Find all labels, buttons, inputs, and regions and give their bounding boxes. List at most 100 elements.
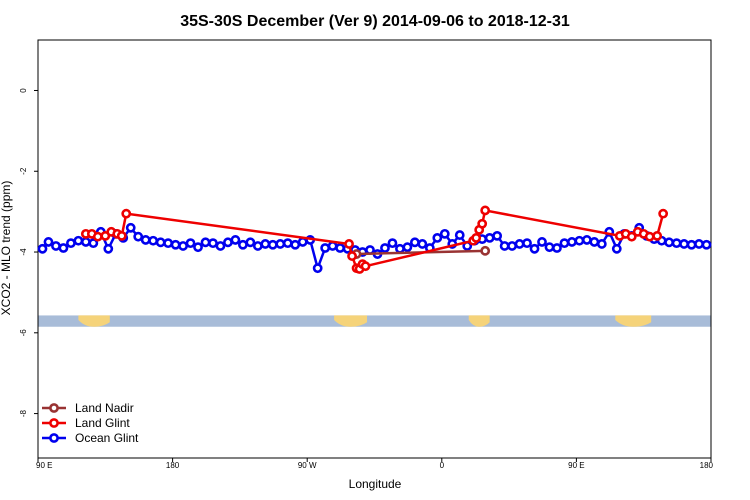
legend-swatch-marker (49, 433, 59, 443)
data-point (185, 238, 196, 249)
y-tick-label: -8 (19, 409, 28, 417)
data-point (417, 239, 428, 249)
data-point (589, 237, 600, 247)
data-point (297, 237, 308, 247)
data-point (252, 241, 263, 251)
y-tick-label: -4 (19, 248, 28, 256)
land-segment (615, 315, 652, 327)
data-point (484, 232, 495, 243)
data-point (125, 222, 136, 233)
data-point (477, 218, 488, 229)
data-point (347, 251, 357, 261)
data-point (574, 235, 585, 246)
series-layer (37, 205, 712, 274)
data-point (552, 243, 562, 253)
axis-ticks: 90 E 180 90 W 0 90 E 180 0 -2 -4 -6 -8 (19, 88, 714, 470)
data-point (671, 238, 682, 249)
data-point (73, 235, 84, 246)
data-point (58, 243, 69, 253)
legend-label: Land Nadir (75, 401, 134, 415)
x-tick-label: 180 (166, 461, 180, 470)
data-point (116, 230, 127, 241)
data-point (344, 239, 354, 249)
data-point (88, 238, 99, 249)
data-point (581, 235, 592, 245)
data-point (471, 232, 482, 243)
data-point (559, 238, 570, 249)
data-point (658, 208, 669, 219)
data-point (380, 243, 390, 253)
data-point (200, 237, 211, 248)
legend-item: Land Glint (42, 416, 130, 430)
data-point (178, 241, 188, 251)
data-point (170, 239, 181, 250)
data-point (537, 237, 547, 247)
data-point (148, 235, 159, 246)
y-tick-label: -2 (19, 167, 28, 175)
data-point (439, 228, 450, 239)
data-point (701, 239, 712, 250)
y-tick-label: -6 (19, 329, 28, 337)
data-point (694, 239, 704, 249)
series-land-glint (80, 205, 669, 274)
data-point (395, 243, 405, 254)
data-point (626, 231, 637, 242)
data-point (37, 243, 48, 254)
data-point (121, 208, 132, 219)
x-tick-label: 0 (440, 461, 445, 470)
data-point (215, 241, 226, 251)
data-point (43, 237, 54, 247)
land-segment (468, 315, 490, 327)
legend-swatch-marker (49, 403, 59, 413)
data-point (80, 237, 91, 247)
legend-item: Land Nadir (42, 401, 134, 415)
data-point (499, 241, 510, 251)
data-point (652, 230, 663, 241)
data-point (644, 231, 655, 242)
data-point (360, 261, 371, 272)
data-point (320, 243, 331, 253)
legend-label: Land Glint (75, 416, 130, 430)
y-tick-label: 0 (19, 88, 28, 93)
data-point (480, 205, 491, 216)
data-point (140, 235, 151, 245)
data-point (223, 237, 233, 248)
data-point (514, 239, 525, 249)
data-point (686, 239, 697, 250)
x-tick-label: 90 E (36, 461, 52, 470)
x-tick-label: 180 (700, 461, 714, 470)
data-point (327, 241, 338, 251)
data-point (133, 231, 144, 242)
chart-title: 35S-30S December (Ver 9) 2014-09-06 to 2… (180, 13, 570, 30)
x-tick-label: 90 W (298, 461, 317, 470)
data-point (664, 237, 675, 248)
data-point (596, 239, 607, 249)
data-point (282, 238, 293, 249)
data-point (51, 241, 61, 251)
data-point (275, 239, 286, 249)
data-point (103, 243, 114, 254)
data-point (163, 238, 174, 249)
data-point (492, 230, 503, 241)
legend-swatch-marker (49, 418, 59, 428)
legend-label: Ocean Glint (75, 431, 139, 445)
data-point (567, 237, 577, 247)
data-point (193, 242, 203, 253)
data-point (245, 237, 256, 248)
data-point (432, 232, 443, 243)
data-point (237, 239, 248, 250)
legend-item: Ocean Glint (42, 431, 139, 445)
data-point (267, 239, 278, 250)
data-point (611, 243, 622, 254)
data-point (230, 235, 241, 245)
x-tick-label: 90 E (568, 461, 584, 470)
data-point (454, 230, 465, 240)
data-point (155, 237, 166, 248)
data-point (544, 242, 555, 253)
data-point (522, 238, 532, 249)
x-axis-label: Longitude (349, 477, 402, 491)
land-segment (78, 315, 110, 327)
data-point (290, 239, 301, 250)
